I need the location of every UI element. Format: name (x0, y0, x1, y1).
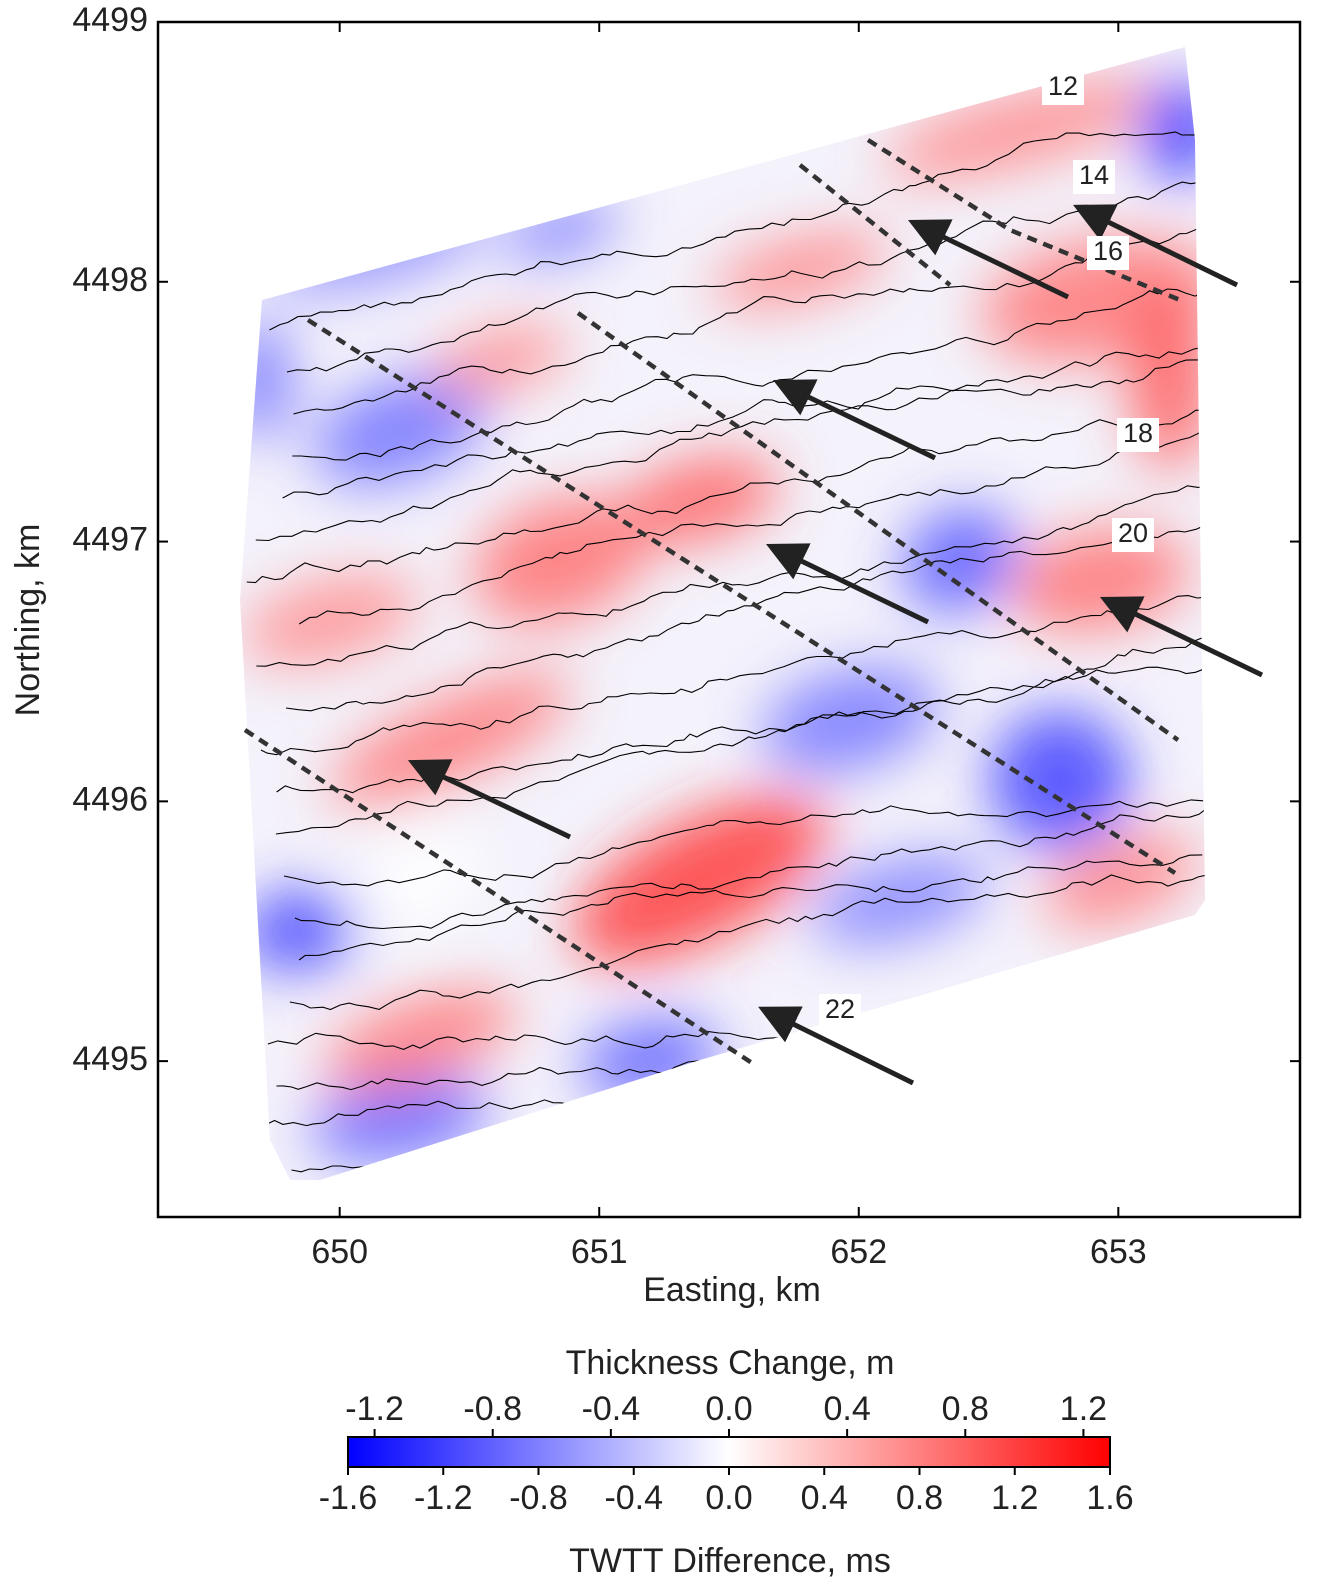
field-patch (240, 889, 360, 971)
contour-label-box (1112, 518, 1154, 552)
colorbar-top-label: Thickness Change, m (566, 1344, 895, 1382)
field-patch (1140, 80, 1205, 180)
contour-label: 20 (1118, 518, 1148, 548)
contour-label: 18 (1123, 418, 1153, 448)
field-patch (240, 320, 290, 440)
fault-lines (243, 138, 1181, 1065)
colorbar-bottom-tick-label: 0.4 (801, 1479, 848, 1517)
field-patch (573, 795, 827, 965)
arrow (907, 219, 1070, 300)
contour-line (275, 636, 1205, 835)
field-patch (1043, 833, 1197, 927)
contour-line (256, 485, 1205, 667)
field-patch (762, 666, 938, 774)
contour-label-box (1117, 418, 1159, 452)
contour-line (282, 347, 1202, 499)
x-axis-label: Easting, km (643, 1271, 821, 1309)
colorbar-top-tick-label: 0.8 (942, 1390, 989, 1428)
contour-line (298, 854, 1203, 961)
thickness-field (240, 47, 1205, 1180)
colorbar-top-tick-label: 0.0 (705, 1390, 752, 1428)
plot-frame (156, 20, 1302, 1219)
arrow (1073, 204, 1239, 288)
contour-line (298, 430, 1203, 625)
arrows (407, 204, 1264, 1086)
contour-line (269, 131, 1202, 331)
colorbar-bottom-tick-label: 0.0 (705, 1479, 752, 1517)
fault-line (306, 318, 1177, 875)
y-tick-label: 4496 (72, 780, 148, 818)
field-patch (431, 325, 569, 395)
contour-label: 12 (1048, 71, 1078, 101)
contour-label: 22 (825, 994, 855, 1024)
contour-label-box (1087, 236, 1129, 270)
colorbar (347, 1436, 1111, 1468)
contour-line (286, 181, 1201, 373)
contour-line (289, 873, 1205, 1011)
arrow (758, 1006, 915, 1086)
contour-line (285, 525, 1204, 712)
contour-line (293, 228, 1205, 415)
colorbar-bottom-tick-label: 1.2 (991, 1479, 1038, 1517)
arrow (765, 543, 930, 625)
field-patch (990, 710, 1130, 850)
colorbar-top-tick-label: -0.8 (463, 1390, 522, 1428)
colorbar-bottom-tick-label: 0.8 (896, 1479, 943, 1517)
y-tick-label: 4498 (72, 261, 148, 299)
y-axis-label: Northing, km (9, 524, 47, 717)
colorbar-bottom-tick-label: -0.4 (604, 1479, 663, 1517)
contour-line (292, 288, 1205, 461)
field-patch (712, 232, 888, 308)
contour-label: 16 (1093, 236, 1123, 266)
colorbar-top-tick-label: -0.4 (582, 1390, 641, 1428)
fault-line (866, 138, 1181, 303)
field-patch (242, 574, 418, 666)
contour-label-box (1073, 160, 1115, 194)
y-tick-label: 4499 (72, 1, 148, 39)
field-patch (325, 989, 515, 1091)
colorbar-top-tick-label: 1.2 (1060, 1390, 1107, 1428)
contour-line (294, 808, 1205, 930)
colorbar-bottom-tick-label: -0.8 (509, 1479, 568, 1517)
colorbar-top-tick-label: 0.4 (824, 1390, 871, 1428)
arrow (407, 759, 572, 840)
field-patch (902, 507, 1018, 613)
x-tick-label: 651 (571, 1233, 628, 1271)
colorbar-bottom-tick-label: 1.6 (1086, 1479, 1133, 1517)
contour-label-box (819, 994, 861, 1028)
arrow (1099, 596, 1264, 678)
y-tick-label: 4497 (72, 521, 148, 559)
colorbar-bottom-tick-label: -1.6 (319, 1479, 378, 1517)
field-patch (472, 495, 648, 625)
field-patch (330, 674, 570, 806)
contour-line (283, 799, 1204, 887)
colorbar-bottom-label: TWTT Difference, ms (569, 1542, 891, 1580)
colorbar-bottom-tick-label: -1.2 (414, 1479, 473, 1517)
x-tick-label: 652 (830, 1233, 887, 1271)
contour-label-box (1042, 71, 1084, 105)
contour-label: 14 (1079, 160, 1109, 190)
contour-line (255, 359, 1205, 542)
field-patch (352, 827, 488, 933)
fault-line (576, 311, 1180, 742)
contour-line (260, 595, 1205, 756)
field-patch (884, 80, 1156, 180)
x-tick-label: 653 (1090, 1233, 1147, 1271)
field-patch (812, 854, 988, 946)
y-tick-label: 4495 (72, 1040, 148, 1078)
field-patch (622, 456, 778, 544)
contour-line (246, 409, 1205, 584)
arrow (772, 379, 937, 461)
fault-line (798, 163, 952, 287)
colorbar-top-tick-label: -1.2 (345, 1390, 404, 1428)
x-tick-label: 650 (311, 1233, 368, 1271)
